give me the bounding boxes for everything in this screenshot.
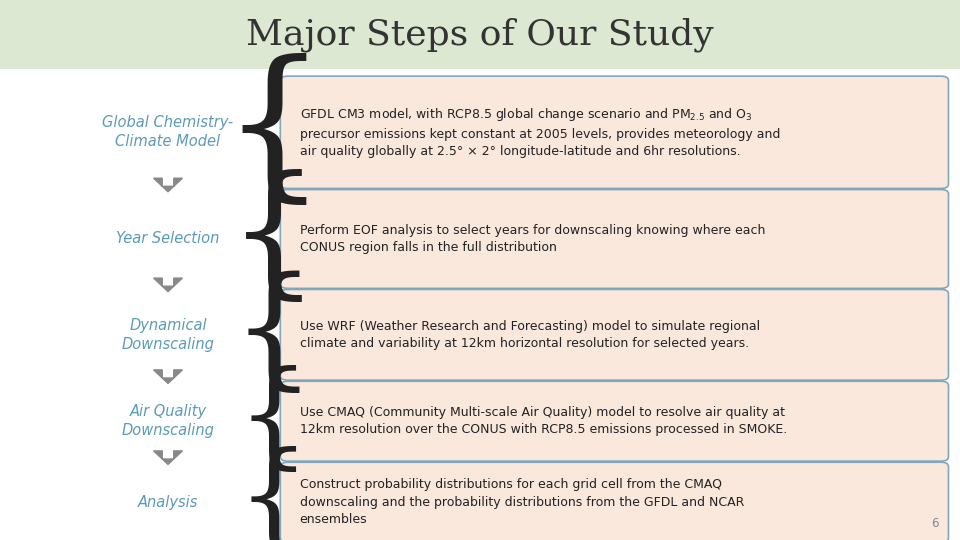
FancyArrow shape: [154, 278, 182, 292]
Text: Perform EOF analysis to select years for downscaling knowing where each
CONUS re: Perform EOF analysis to select years for…: [300, 224, 765, 254]
FancyBboxPatch shape: [280, 381, 948, 461]
Text: Major Steps of Our Study: Major Steps of Our Study: [246, 17, 714, 52]
FancyBboxPatch shape: [280, 462, 948, 540]
FancyBboxPatch shape: [280, 289, 948, 380]
Text: Use CMAQ (Community Multi-scale Air Quality) model to resolve air quality at
12k: Use CMAQ (Community Multi-scale Air Qual…: [300, 406, 787, 436]
Text: {: {: [231, 271, 316, 399]
Text: Use WRF (Weather Research and Forecasting) model to simulate regional
climate an: Use WRF (Weather Research and Forecastin…: [300, 320, 759, 350]
FancyBboxPatch shape: [280, 190, 948, 288]
Text: Global Chemistry-
Climate Model: Global Chemistry- Climate Model: [103, 116, 233, 149]
FancyBboxPatch shape: [280, 76, 948, 188]
FancyArrow shape: [154, 451, 182, 464]
Text: {: {: [237, 446, 310, 540]
Text: Year Selection: Year Selection: [116, 232, 220, 246]
Text: Analysis: Analysis: [138, 495, 198, 510]
Text: Dynamical
Downscaling: Dynamical Downscaling: [122, 318, 214, 352]
Text: Construct probability distributions for each grid cell from the CMAQ
downscaling: Construct probability distributions for …: [300, 478, 744, 526]
Text: {: {: [237, 365, 310, 477]
Text: GFDL CM3 model, with RCP8.5 global change scenario and PM$_{2.5}$ and O$_3$
prec: GFDL CM3 model, with RCP8.5 global chang…: [300, 106, 780, 158]
FancyArrow shape: [154, 370, 182, 383]
Text: Air Quality
Downscaling: Air Quality Downscaling: [122, 404, 214, 438]
Text: {: {: [228, 170, 320, 308]
FancyArrow shape: [154, 178, 182, 192]
Bar: [0, 0, 960, 69]
Text: {: {: [221, 53, 326, 212]
Text: 6: 6: [931, 517, 939, 530]
